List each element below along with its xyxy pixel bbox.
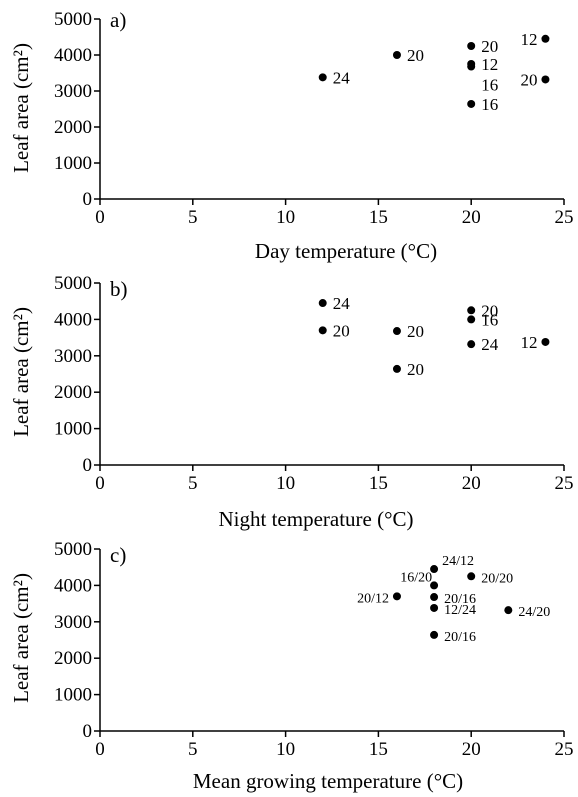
- panel-c-point-label: 20/12: [357, 591, 389, 606]
- panel-b-y-tick-label: 5000: [54, 273, 92, 294]
- panel-a-x-tick-label: 20: [462, 207, 481, 228]
- panel-c-x-tick-label: 15: [369, 739, 388, 760]
- panel-c-data-point: [430, 593, 439, 602]
- panel-b-data-point: [318, 299, 327, 308]
- panel-b-point-label: 24: [333, 294, 351, 313]
- panel-c: c) Leaf area (cm²) Mean growing temperat…: [9, 539, 574, 793]
- panel-a: a) Leaf area (cm²) Day temperature (°C) …: [9, 8, 574, 263]
- panel-c-data-point: [430, 565, 439, 574]
- panel-b-x-tick-label: 10: [276, 473, 295, 494]
- panel-a-point-label: 20: [520, 70, 537, 89]
- panel-b-point-label: 20: [407, 360, 424, 379]
- panel-b-point-label: 16: [481, 310, 498, 329]
- panel-a-y-tick-label: 4000: [54, 45, 92, 66]
- panel-a-y-tick-label: 2000: [54, 117, 92, 138]
- panel-c-point-label: 20/20: [481, 571, 513, 586]
- panel-b-x-axis-title: Night temperature (°C): [219, 507, 414, 531]
- panel-a-x-tick-label: 10: [276, 207, 295, 228]
- panel-b-y-tick-label: 3000: [54, 346, 92, 367]
- panel-b-data-point: [541, 337, 550, 346]
- panel-c-data-point: [430, 630, 439, 639]
- panel-c-y-tick-label: 3000: [54, 612, 92, 633]
- panel-c-plot: 0 1000 2000 3000 4000 5000 0 5 10 15 20 25 24/12 20/2…: [54, 539, 574, 760]
- panel-a-point-label: 24: [333, 68, 351, 87]
- panel-c-data-point: [430, 603, 439, 612]
- panel-b-data-point: [392, 364, 401, 373]
- panel-b-data-point: [467, 340, 476, 349]
- panel-b-data-point: [467, 315, 476, 324]
- panel-b-data-point: [318, 326, 327, 335]
- panel-b-point-label: 20: [481, 301, 498, 320]
- panel-a-point-label: 12: [481, 55, 498, 74]
- panel-c-x-tick-label: 10: [276, 739, 295, 760]
- panel-a-x-axis-title: Day temperature (°C): [255, 239, 437, 263]
- panel-a-point-label: 20: [407, 46, 424, 65]
- panel-b-y-tick-label: 4000: [54, 309, 92, 330]
- panel-c-x-tick-label: 20: [462, 739, 481, 760]
- panel-a-y-axis-title: Leaf area (cm²): [9, 43, 33, 173]
- panel-b-y-tick-label: 0: [83, 455, 93, 476]
- panel-a-x-tick-label: 25: [555, 207, 574, 228]
- panel-b-y-axis-title: Leaf area (cm²): [9, 307, 33, 437]
- panel-a-data-point: [541, 34, 550, 43]
- panel-a-data-point: [318, 73, 327, 82]
- panel-b-x-tick-label: 5: [188, 473, 198, 494]
- panel-a-y-tick-label: 5000: [54, 9, 92, 30]
- panel-c-x-tick-label: 0: [95, 739, 105, 760]
- panel-c-data-point: [392, 592, 401, 601]
- panel-a-data-point: [467, 99, 476, 108]
- panel-a-data-point: [467, 62, 476, 71]
- panel-c-y-axis-title: Leaf area (cm²): [9, 573, 33, 703]
- panel-b-label: b): [110, 277, 128, 301]
- panel-b-x-tick-label: 25: [555, 473, 574, 494]
- panel-c-label: c): [110, 543, 126, 567]
- panel-c-x-axis-title: Mean growing temperature (°C): [193, 769, 463, 793]
- panel-a-point-label: 16: [481, 95, 498, 114]
- panel-b-data-point: [467, 306, 476, 315]
- panel-a-y-tick-label: 0: [83, 189, 93, 210]
- panel-b: b) Leaf area (cm²) Night temperature (°C…: [9, 273, 574, 531]
- panel-a-x-tick-label: 15: [369, 207, 388, 228]
- panel-b-point-label: 20: [333, 321, 350, 340]
- panel-c-y-tick-label: 1000: [54, 685, 92, 706]
- panel-c-x-tick-label: 25: [555, 739, 574, 760]
- panel-b-point-label: 20: [407, 322, 424, 341]
- panel-c-point-label: 24/20: [518, 605, 550, 620]
- panel-c-point-label: 20/16: [444, 630, 476, 645]
- panel-c-y-tick-label: 5000: [54, 539, 92, 560]
- panel-b-x-tick-label: 20: [462, 473, 481, 494]
- panel-a-data-point: [541, 75, 550, 84]
- panel-b-y-tick-label: 2000: [54, 382, 92, 403]
- panel-a-y-tick-label: 3000: [54, 81, 92, 102]
- panel-a-x-tick-label: 5: [188, 207, 198, 228]
- panel-b-point-label: 24: [481, 335, 499, 354]
- panel-b-plot: 0 1000 2000 3000 4000 5000 0 5 10 15 20 25 24 20 20 20 2…: [54, 273, 574, 494]
- panel-a-point-label: 20: [481, 37, 498, 56]
- panel-a-y-tick-label: 1000: [54, 153, 92, 174]
- panel-c-point-label: 20/16: [444, 592, 476, 607]
- panel-a-data-point: [467, 42, 476, 50]
- panel-c-y-tick-label: 2000: [54, 648, 92, 669]
- panel-c-data-point: [467, 572, 476, 581]
- panel-c-data-point: [504, 606, 513, 615]
- panel-b-x-tick-label: 0: [95, 473, 105, 494]
- panel-a-point-label: 16: [481, 76, 498, 95]
- panel-c-point-label: 12/24: [444, 603, 476, 618]
- panel-c-point-label: 16/20: [400, 570, 432, 585]
- panel-b-y-tick-label: 1000: [54, 419, 92, 440]
- panel-a-point-label: 12: [520, 30, 537, 49]
- panel-c-data-point: [430, 581, 439, 590]
- panel-a-label: a): [110, 8, 126, 32]
- panel-c-x-tick-label: 5: [188, 739, 198, 760]
- panel-b-x-tick-label: 15: [369, 473, 388, 494]
- panel-c-point-label: 24/12: [442, 554, 474, 569]
- panel-b-data-point: [392, 327, 401, 336]
- panel-a-data-point: [392, 51, 401, 59]
- panel-c-y-tick-label: 4000: [54, 575, 92, 596]
- panel-a-x-tick-label: 0: [95, 207, 105, 228]
- panel-c-y-tick-label: 0: [83, 721, 93, 742]
- panel-b-point-label: 12: [520, 333, 537, 352]
